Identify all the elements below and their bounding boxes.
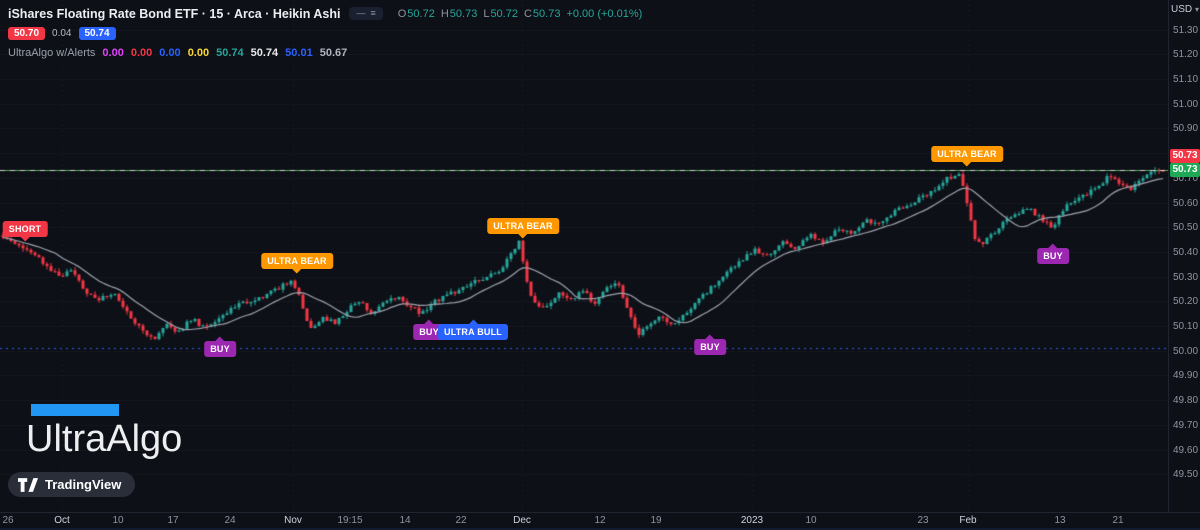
price-axis-label: 50.10: [1173, 321, 1199, 333]
price-axis-label: 51.00: [1173, 98, 1199, 110]
time-axis-label: 24: [224, 515, 236, 526]
ohlc-values: O50.72 H50.73 L50.72 C50.73 +0.00 (+0.01%): [392, 8, 643, 20]
price-axis-label: 49.80: [1173, 395, 1199, 407]
time-axis-label: 10: [805, 515, 817, 526]
indicator-value: 50.01: [285, 46, 313, 59]
high-value: 50.73: [449, 7, 478, 20]
time-axis-label: 2023: [740, 515, 764, 526]
time-axis-label: 21: [1112, 515, 1124, 526]
indicator-line-price-badge: 50.73: [1170, 163, 1200, 178]
price-axis-label: 50.70: [1173, 172, 1199, 184]
time-axis-label: 12: [594, 515, 606, 526]
indicator-value: 0.00: [187, 46, 210, 59]
time-axis-label: 19: [650, 515, 662, 526]
time-axis-label: 10: [112, 515, 124, 526]
close-value: 50.73: [532, 7, 561, 20]
time-axis-label: Oct: [54, 515, 70, 526]
last-price-badge: 50.73: [1170, 149, 1200, 164]
price-axis-label: 49.60: [1173, 444, 1199, 456]
indicator-value: 50.74: [250, 46, 279, 59]
close-label: C: [523, 7, 532, 20]
ask-price-badge: 50.74: [78, 26, 116, 40]
tradingview-logo-badge[interactable]: TradingView: [8, 472, 136, 497]
price-axis-label: 51.20: [1173, 49, 1199, 61]
time-axis-label: 26: [2, 515, 14, 526]
chevron-down-icon: ▾: [1194, 5, 1199, 14]
time-axis-label: 23: [917, 515, 929, 526]
currency-selector[interactable]: USD ▾: [1169, 4, 1200, 15]
price-axis-label: 50.90: [1173, 123, 1199, 135]
price-axis-label: 49.90: [1173, 370, 1199, 382]
indicator-value: 0.00: [159, 46, 181, 59]
price-axis-label: 51.10: [1173, 74, 1199, 86]
indicator-value: 50.74: [216, 46, 244, 59]
indicator-name[interactable]: UltraAlgo w/Alerts: [8, 46, 96, 59]
low-value: 50.72: [490, 7, 518, 20]
time-axis-label: 13: [1054, 515, 1066, 526]
time-axis-label: 19:15: [337, 515, 363, 526]
open-value: 50.72: [407, 7, 435, 20]
price-axis-label: 50.00: [1173, 345, 1199, 357]
time-axis-label: 17: [167, 515, 179, 526]
spread-value: 0.04: [52, 27, 72, 39]
price-axis-label: 50.50: [1173, 222, 1199, 234]
time-axis-label: Feb: [959, 515, 977, 526]
legend-row-symbol: iShares Floating Rate Bond ETF · 15 · Ar…: [8, 6, 642, 21]
price-axis-label: 50.30: [1173, 271, 1199, 283]
time-axis-label: 22: [455, 515, 467, 526]
indicator-values: 0.00 0.00 0.00 0.00 50.74 50.74 50.01 50.67: [95, 47, 347, 59]
tradingview-icon: [18, 477, 38, 492]
price-axis-label: 50.60: [1173, 197, 1199, 209]
tradingview-label: TradingView: [45, 477, 122, 492]
time-axis[interactable]: 26 Oct 10 17 24 Nov 19:15 14 22 Dec 12 19 2023 10 23 Fe…: [0, 512, 1200, 529]
symbol-title: iShares Floating Rate Bond ETF · 15 · Ar…: [8, 6, 341, 21]
low-label: L: [483, 7, 490, 20]
menu-icon[interactable]: ≡: [370, 8, 376, 18]
time-axis-label: 14: [399, 515, 411, 526]
price-axis-label: 49.70: [1173, 419, 1199, 431]
price-axis-label: 51.30: [1173, 24, 1199, 36]
indicator-value: 0.00: [130, 46, 153, 59]
chart-legend: iShares Floating Rate Bond ETF · 15 · Ar…: [8, 6, 642, 59]
price-axis[interactable]: USD ▾ 50.73 50.73 51.30 51.20 51.10 51.00 50…: [1168, 0, 1200, 512]
open-label: O: [397, 7, 407, 20]
price-axis-label: 50.20: [1173, 296, 1199, 308]
price-axis-label: 50.40: [1173, 246, 1199, 258]
collapse-icon[interactable]: —: [356, 8, 366, 18]
bid-ask-row: 50.70 0.04 50.74: [8, 26, 642, 40]
time-axis-label: Nov: [284, 515, 302, 526]
high-label: H: [440, 7, 449, 20]
window-edge: [0, 528, 1200, 530]
price-axis-label: 49.50: [1173, 469, 1199, 481]
indicator-row: UltraAlgo w/Alerts 0.00 0.00 0.00 0.00 50.74…: [8, 46, 642, 59]
time-axis-label: Dec: [513, 515, 531, 526]
legend-controls[interactable]: — ≡: [349, 7, 383, 20]
currency-label: USD: [1171, 4, 1193, 15]
bid-price-badge: 50.70: [8, 26, 46, 40]
indicator-value: 50.67: [319, 46, 348, 59]
price-chart-canvas[interactable]: [0, 0, 1168, 512]
change-value: +0.00 (+0.01%): [566, 7, 643, 20]
indicator-value: 0.00: [102, 46, 124, 59]
